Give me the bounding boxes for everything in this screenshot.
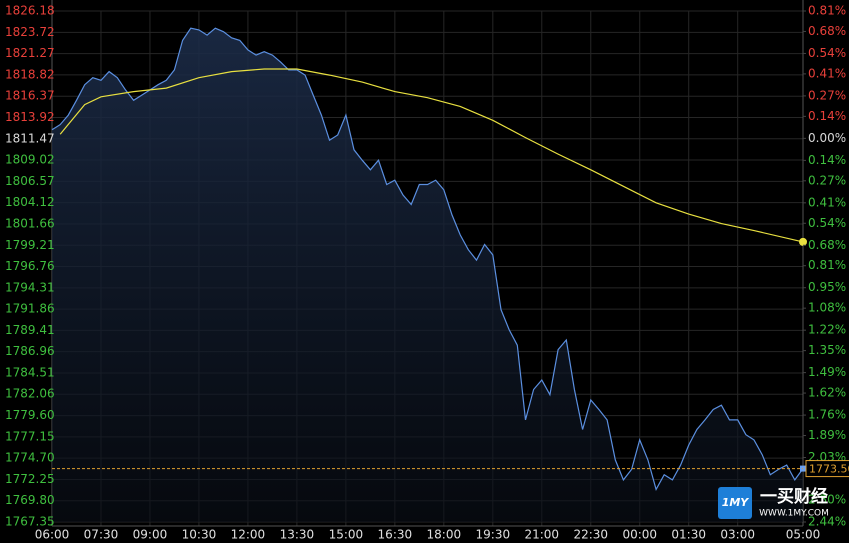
end-marker [800,465,806,472]
y2-tick-label: 1.89% [808,428,846,442]
x-tick-label: 18:00 [427,528,462,542]
y-tick-label: 1794.31 [5,280,55,294]
y2-tick-label: 0.41% [808,195,846,209]
y-tick-label: 1806.57 [5,174,55,188]
y-tick-label: 1779.60 [5,408,55,422]
y-tick-label: 1823.72 [5,25,55,39]
labels: 1826.18 1823.72 1821.27 1818.82 1816.37 1813.… [5,4,849,542]
x-tick-label: 06:00 [35,528,70,542]
y-tick-label: 1789.41 [5,323,55,337]
price-label: 1773.50 [809,463,849,476]
y2-tick-label: 0.14% [808,153,846,167]
y2-tick-label: 2.44% [808,515,846,529]
y-tick-label: 1772.25 [5,472,55,486]
y2-tick-label: 1.62% [808,386,846,400]
y-tick-label: 1777.15 [5,429,55,443]
y-tick-label: 1801.66 [5,216,55,230]
y2-tick-label: 0.00% [808,131,846,145]
area-layer [52,28,803,522]
y2-tick-label: 0.81% [808,258,846,272]
y2-tick-label: 1.35% [808,343,846,357]
x-tick-label: 07:30 [84,528,119,542]
watermark: 1MY 一买财经 WWW.1MY.COM [718,486,829,519]
y2-tick-label: 0.41% [808,66,846,80]
y2-tick-label: 0.27% [808,173,846,187]
y-tick-label: 1782.06 [5,387,55,401]
y2-tick-label: 2.30% [808,492,846,506]
y2-tick-label: 0.14% [808,109,846,123]
x-tick-label: 01:30 [671,528,706,542]
y-tick-label: 1804.12 [5,195,55,209]
y-tick-label: 1767.35 [5,515,55,529]
x-tick-label: 12:00 [231,528,266,542]
logo-box [718,487,752,519]
y2-tick-label: 0.68% [808,24,846,38]
y-tick-label: 1811.47 [5,131,55,145]
y-tick-label: 1784.51 [5,365,55,379]
end-dot [799,237,807,246]
y-tick-label: 1769.80 [5,493,55,507]
y-tick-label: 1786.96 [5,344,55,358]
y2-tick-label: 0.27% [808,88,846,102]
y-tick-label: 1813.92 [5,110,55,124]
y-tick-label: 1809.02 [5,153,55,167]
x-tick-label: 13:30 [280,528,315,542]
watermark-site: WWW.1MY.COM [759,509,829,519]
y2-tick-label: 0.54% [808,216,846,230]
x-tick-label: 19:30 [476,528,511,542]
watermark-name: 一买财经 [760,486,828,507]
x-tick-label: 15:00 [329,528,364,542]
y2-tick-label: 1.49% [808,365,846,379]
x-tick-label: 10:30 [182,528,217,542]
x-tick-label: 22:30 [573,528,608,542]
price-line [51,27,804,491]
y2-tick-label: 0.95% [808,280,846,294]
y2-tick-label: 0.68% [808,238,846,252]
price-label-box [805,460,849,478]
y-tick-label: 1818.82 [5,67,55,81]
x-tick-label: 03:00 [720,528,755,542]
price-line [59,68,804,243]
area [52,28,803,522]
x-tick-label: 05:00 [786,528,821,542]
y2-tick-label: 0.81% [808,4,846,18]
logo-text: 1MY [722,496,750,509]
y-tick-label: 1821.27 [5,46,55,60]
y-tick-label: 1796.76 [5,259,55,273]
y-tick-label: 1799.21 [5,238,55,252]
y-tick-label: 1816.37 [5,89,55,103]
x-tick-label: 09:00 [133,528,168,542]
x-tick-label: 21:00 [524,528,559,542]
y2-tick-label: 1.22% [808,323,846,337]
y2-tick-label: 1.76% [808,408,846,422]
y2-tick-label: 1.08% [808,301,846,315]
line-layer [51,27,807,491]
x-tick-label: 00:00 [622,528,657,542]
y2-tick-label: 0.54% [808,46,846,60]
y-tick-label: 1774.70 [5,451,55,465]
x-tick-label: 16:30 [378,528,413,542]
y-tick-label: 1791.86 [5,302,55,316]
y-tick-label: 1826.18 [5,4,55,18]
